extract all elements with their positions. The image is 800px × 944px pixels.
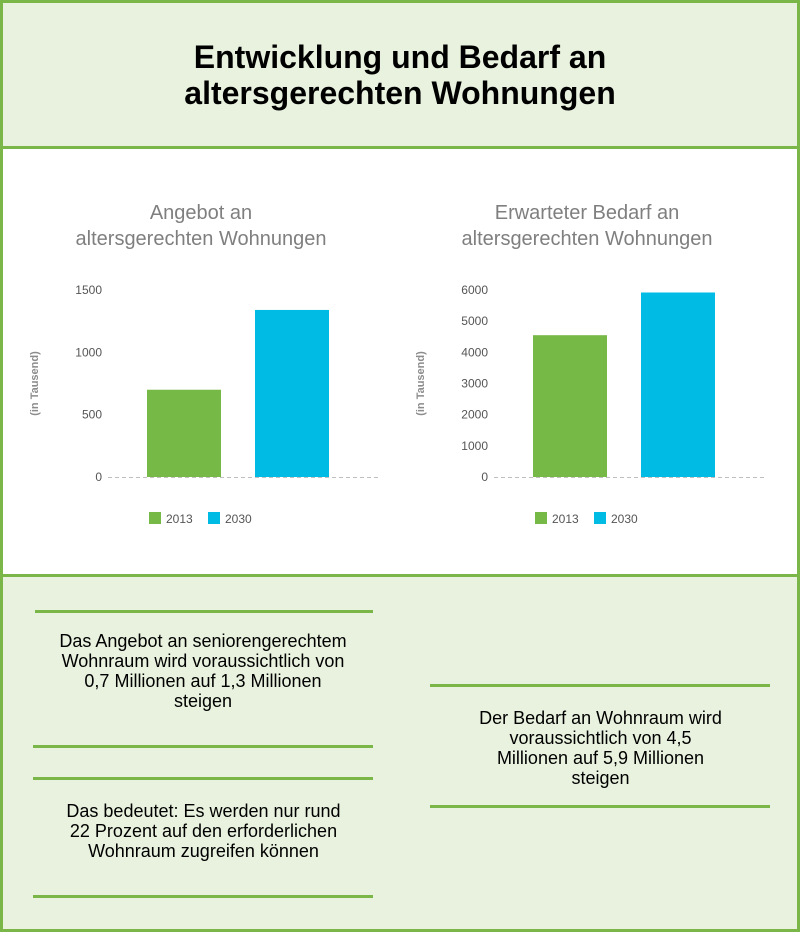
legend-label-2013: 2013 — [552, 512, 579, 526]
y-tick-label: 3000 — [461, 377, 488, 391]
chart-title: Angebot an — [150, 202, 252, 224]
y-tick-label: 1500 — [75, 283, 102, 297]
y-tick-label: 0 — [95, 470, 102, 484]
y-tick-label: 5000 — [461, 314, 488, 328]
y-axis-label: (in Tausend) — [415, 351, 427, 416]
header: Entwicklung und Bedarf an altersgerechte… — [0, 0, 800, 149]
chart-title: altersgerechten Wohnungen — [462, 228, 713, 250]
note-angebot: Das Angebot an seniorengerechtem Wohnrau… — [59, 631, 347, 711]
page-title: Entwicklung und Bedarf an altersgerechte… — [184, 38, 616, 111]
divider-line — [35, 610, 373, 613]
note-bedeutet: Das bedeutet: Es werden nur rund 22 Proz… — [66, 801, 341, 861]
legend-swatch-2013 — [535, 512, 547, 524]
y-tick-label: 0 — [481, 470, 488, 484]
legend-label-2030: 2030 — [611, 512, 638, 526]
chart-title: altersgerechten Wohnungen — [76, 228, 327, 250]
divider-line — [33, 745, 373, 748]
y-tick-label: 1000 — [461, 439, 488, 453]
legend-swatch-2030 — [208, 512, 220, 524]
legend-swatch-2013 — [149, 512, 161, 524]
divider-line — [430, 684, 770, 687]
divider-line — [33, 777, 373, 780]
bar-2013 — [533, 335, 607, 477]
y-tick-label: 1000 — [75, 345, 102, 359]
notes-panel: Das Angebot an seniorengerechtem Wohnrau… — [0, 577, 800, 932]
bar-2013 — [147, 389, 221, 477]
divider-line — [430, 805, 770, 808]
legend-label-2030: 2030 — [225, 512, 252, 526]
charts-panel: Angebot an altersgerechten Wohnungen (in T… — [0, 149, 800, 577]
bar-2030 — [641, 292, 715, 477]
legend-label-2013: 2013 — [166, 512, 193, 526]
bar-2030 — [255, 309, 329, 477]
divider-line — [33, 895, 373, 898]
note-bedarf: Der Bedarf an Wohnraum wird voraussichtl… — [479, 708, 722, 788]
y-axis-label: (in Tausend) — [29, 351, 41, 416]
legend-swatch-2030 — [594, 512, 606, 524]
charts-canvas: Angebot an altersgerechten Wohnungen (in T… — [29, 202, 766, 526]
y-tick-label: 500 — [82, 408, 102, 422]
y-tick-label: 4000 — [461, 345, 488, 359]
y-tick-label: 6000 — [461, 283, 488, 297]
chart-title: Erwarteter Bedarf an — [495, 202, 680, 224]
y-tick-label: 2000 — [461, 408, 488, 422]
